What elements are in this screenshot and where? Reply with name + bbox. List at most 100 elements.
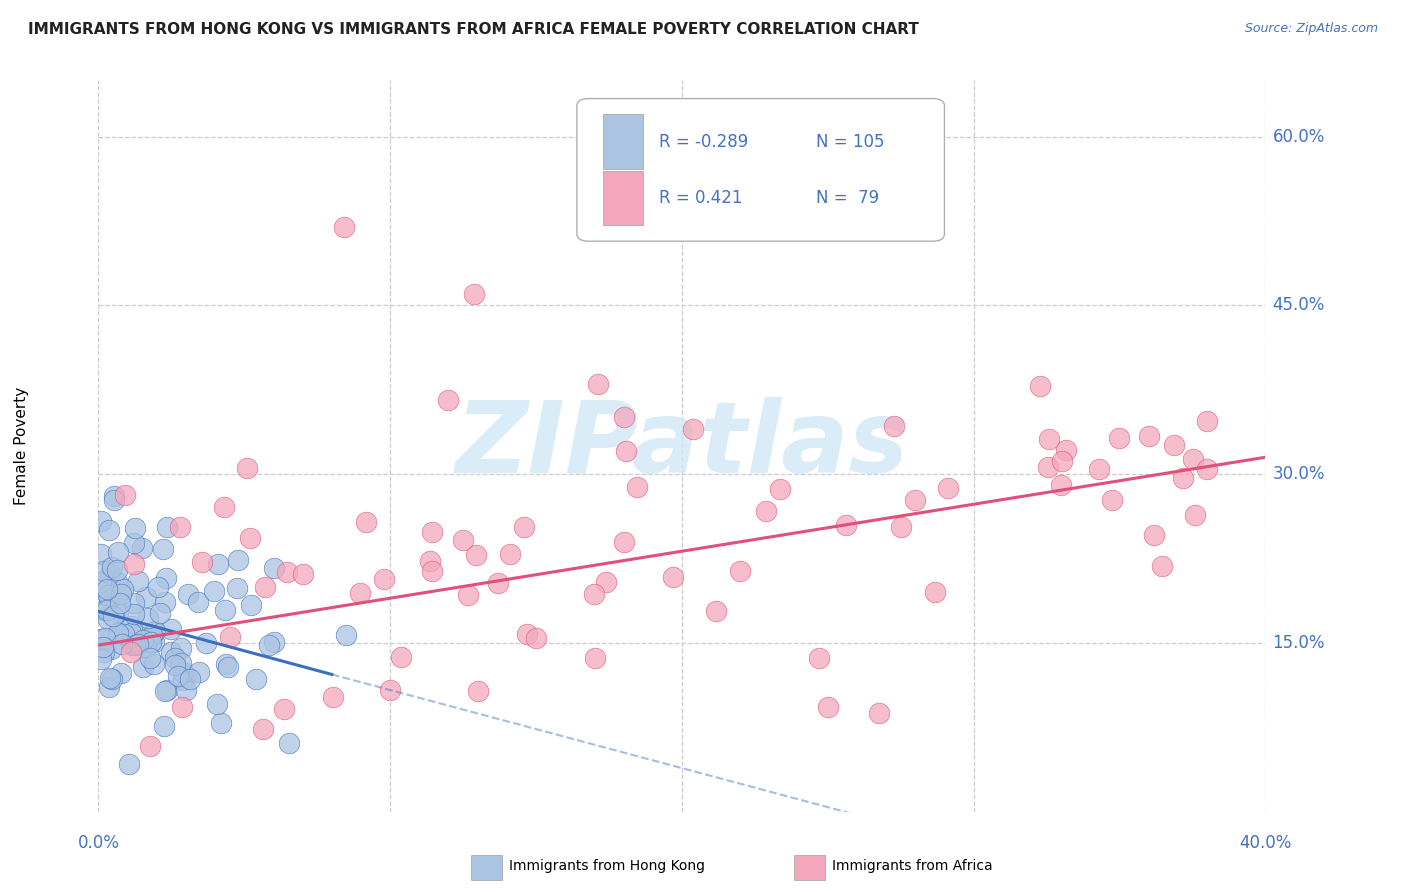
Point (205, 698, 228, 712)
Point (174, 683, 197, 698)
Text: N = 105: N = 105 (815, 133, 884, 151)
Point (143, 624, 166, 638)
Point (1195, 462, 1218, 476)
Point (107, 545, 129, 559)
Text: Source: ZipAtlas.com: Source: ZipAtlas.com (1244, 22, 1378, 36)
Point (135, 640, 157, 654)
Text: Female Poverty: Female Poverty (14, 387, 28, 505)
Point (98, 523, 121, 537)
Point (612, 534, 634, 549)
Point (868, 706, 890, 721)
Point (135, 591, 157, 605)
Point (155, 571, 177, 585)
Point (524, 632, 547, 646)
Point (101, 673, 124, 687)
Point (808, 651, 831, 665)
Point (195, 635, 218, 649)
Point (172, 700, 194, 714)
Point (1184, 508, 1206, 522)
Point (457, 588, 479, 602)
Point (98, 672, 121, 686)
Point (463, 287, 485, 301)
Point (141, 628, 163, 642)
Point (516, 626, 538, 640)
Point (90, 632, 112, 647)
Point (96, 582, 118, 596)
Point (437, 392, 460, 407)
Point (98, 592, 121, 607)
Point (214, 657, 236, 671)
Point (257, 638, 280, 652)
Point (120, 644, 142, 658)
Point (769, 482, 792, 496)
Point (177, 587, 200, 601)
Point (101, 560, 124, 574)
Point (131, 541, 153, 556)
Point (122, 557, 145, 571)
Point (179, 672, 201, 686)
Point (170, 657, 193, 671)
Point (97, 612, 120, 626)
Point (155, 684, 177, 698)
Point (167, 669, 190, 683)
Point (214, 500, 236, 514)
Point (103, 489, 125, 503)
FancyBboxPatch shape (603, 170, 644, 226)
Point (614, 444, 637, 458)
Point (121, 619, 143, 633)
Point (124, 638, 146, 652)
Point (322, 690, 344, 704)
Point (100, 566, 122, 581)
Point (172, 665, 194, 680)
Point (924, 584, 946, 599)
Point (291, 566, 314, 581)
Point (499, 547, 522, 561)
Point (583, 587, 606, 601)
Point (146, 580, 169, 594)
Point (105, 563, 128, 577)
Point (1088, 462, 1111, 476)
Point (90, 575, 112, 590)
Point (90, 651, 112, 665)
FancyBboxPatch shape (576, 99, 945, 241)
Point (207, 558, 229, 572)
Point (202, 584, 225, 599)
Text: R = -0.289: R = -0.289 (658, 133, 748, 151)
Point (1163, 438, 1185, 452)
Point (156, 519, 179, 533)
Point (108, 626, 131, 640)
Text: Immigrants from Hong Kong: Immigrants from Hong Kong (509, 859, 704, 873)
Point (122, 633, 145, 648)
Point (626, 480, 648, 494)
Point (245, 672, 267, 686)
Point (153, 719, 176, 733)
Point (108, 596, 131, 610)
Point (93, 564, 115, 578)
Point (112, 626, 135, 640)
Point (420, 524, 443, 539)
Point (1029, 379, 1052, 393)
Point (378, 683, 402, 698)
Point (90, 547, 112, 561)
Point (127, 635, 149, 649)
Point (187, 665, 209, 679)
Point (122, 596, 145, 610)
Text: Immigrants from Africa: Immigrants from Africa (832, 859, 993, 873)
Point (373, 572, 395, 586)
Point (486, 576, 509, 591)
Point (239, 532, 262, 546)
Point (111, 637, 134, 651)
Point (139, 650, 162, 665)
Point (124, 607, 146, 621)
Point (1195, 414, 1218, 428)
Point (586, 377, 609, 392)
Point (1101, 492, 1123, 507)
Point (118, 756, 141, 771)
Text: 30.0%: 30.0% (1272, 465, 1324, 483)
Point (100, 641, 122, 656)
Point (1143, 527, 1166, 541)
Point (755, 504, 778, 518)
Point (1152, 558, 1174, 573)
Point (124, 628, 146, 642)
Point (252, 722, 274, 736)
